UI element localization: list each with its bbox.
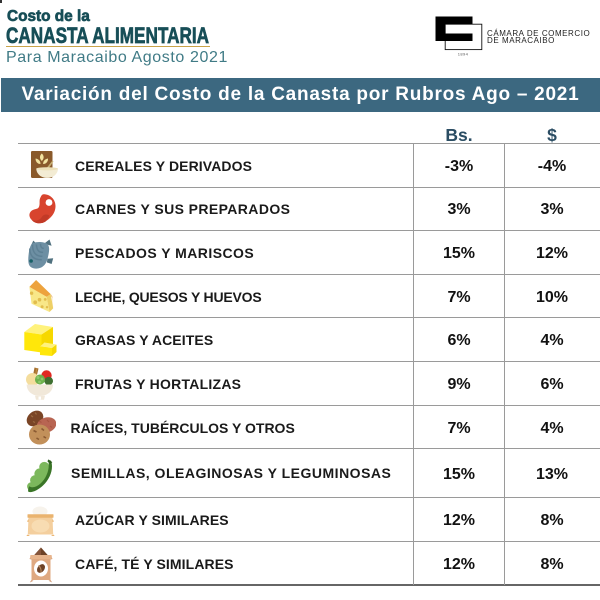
svg-text:1894: 1894 xyxy=(458,52,469,57)
